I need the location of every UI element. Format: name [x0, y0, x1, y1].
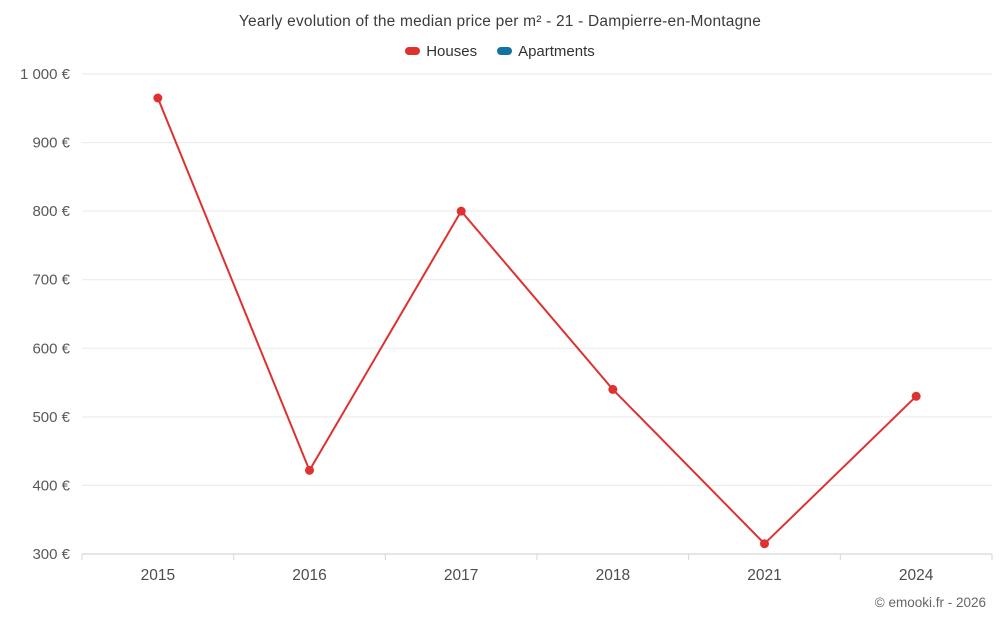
data-point-houses-2017[interactable]: [456, 206, 466, 216]
x-axis-label: 2024: [899, 567, 934, 584]
y-axis-label: 400 €: [32, 477, 70, 494]
x-axis-label: 2021: [747, 567, 781, 584]
apartments-series-swatch-icon: [497, 47, 513, 55]
data-point-houses-2018[interactable]: [608, 384, 618, 394]
x-axis-label: 2018: [596, 567, 630, 584]
y-axis-label: 600 €: [32, 340, 70, 357]
data-point-houses-2016[interactable]: [305, 465, 314, 475]
data-point-houses-2024[interactable]: [911, 391, 921, 401]
x-axis-label: 2016: [292, 567, 326, 584]
credit: © emooki.fr - 2026: [874, 595, 986, 610]
houses-series-swatch-icon: [405, 47, 421, 55]
legend: Houses Apartments: [0, 41, 1000, 61]
y-axis-label: 300 €: [32, 546, 70, 563]
chart-title: Yearly evolution of the median price per…: [238, 13, 762, 30]
y-axis-label: 1 000 €: [20, 66, 71, 83]
legend-label-houses: Houses: [426, 42, 478, 60]
legend-label-apartments: Apartments: [518, 42, 595, 60]
data-point-houses-2021[interactable]: [760, 539, 769, 549]
x-axis-label: 2017: [444, 567, 478, 584]
y-axis-label: 800 €: [32, 203, 70, 220]
data-point-houses-2015[interactable]: [153, 93, 163, 103]
series-line-houses: [156, 97, 917, 545]
y-axis-label: 500 €: [32, 409, 70, 426]
legend-item-houses[interactable]: Houses: [405, 43, 477, 60]
y-axis-label: 900 €: [32, 135, 70, 152]
x-axis-label: 2015: [141, 567, 175, 584]
legend-item-apartments[interactable]: Apartments: [497, 43, 595, 60]
y-axis-label: 700 €: [32, 272, 70, 289]
